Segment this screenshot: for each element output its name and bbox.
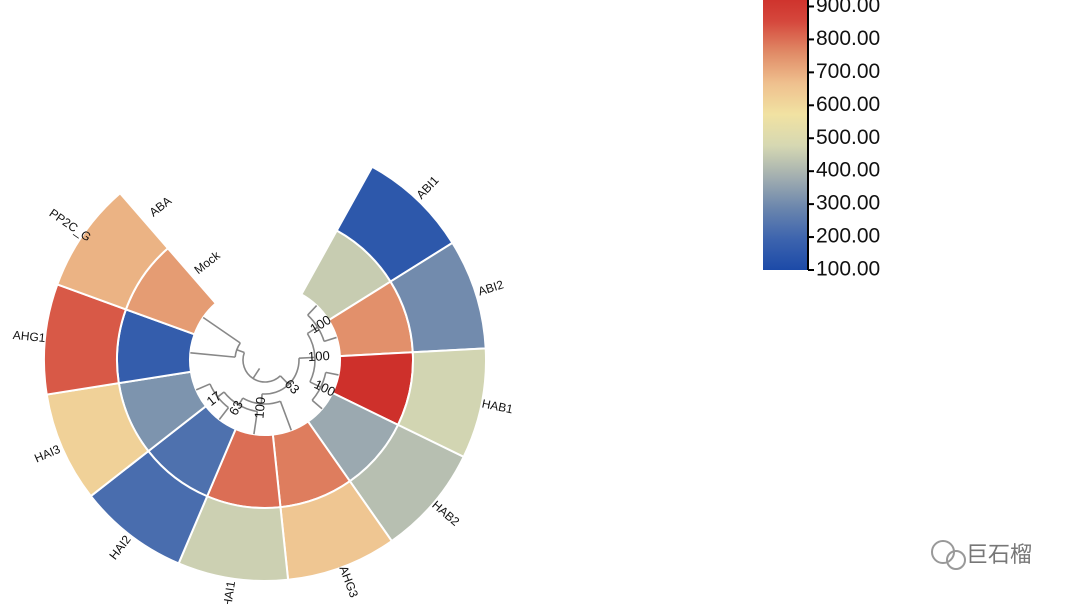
bootstrap-label: 100 [251, 396, 268, 419]
watermark-text: 巨石榴 [966, 542, 1032, 567]
tree-branch [298, 356, 315, 360]
colorbar-tick-label: 500.00 [816, 126, 880, 149]
bootstrap-label: 63 [282, 376, 303, 397]
colorbar-tick-label: 200.00 [816, 225, 880, 248]
colorbar-tick-label: 300.00 [816, 192, 880, 215]
gene-label: HAB2 [429, 498, 462, 529]
watermark: 巨石榴 [931, 540, 1032, 570]
gene-label: HAI3 [32, 442, 62, 466]
ring-label: ABA [147, 194, 175, 220]
tree-branch [279, 400, 293, 431]
tree-branch [218, 407, 230, 420]
watermark-icon [946, 550, 966, 570]
colorbar-tick-label: 400.00 [816, 159, 880, 182]
gene-label: ABI2 [476, 277, 505, 298]
tree-branch [279, 375, 290, 385]
tree-branch [325, 371, 339, 376]
tree-branch [236, 348, 245, 354]
tree-branch [253, 411, 259, 435]
ring-label: Mock [192, 248, 224, 277]
colorbar-tick-label: 800.00 [816, 27, 880, 50]
tree [190, 305, 339, 435]
tree-branch [307, 305, 318, 316]
gene-label: AHG1 [12, 328, 46, 345]
gene-label: PP2C_G [47, 206, 94, 244]
gene-label: HAI2 [106, 532, 134, 562]
tree-branch [309, 381, 322, 388]
colorbar-tick-label: 900.00 [816, 0, 880, 17]
tree-branch [311, 399, 323, 410]
tree-branch [195, 383, 211, 391]
gene-label: HAB1 [481, 396, 515, 416]
gene-label: HAI1 [220, 580, 238, 604]
tree-branch [217, 391, 225, 398]
gene-label: ABI1 [414, 173, 442, 202]
tree-branch [238, 397, 244, 406]
tree-branch [323, 336, 337, 343]
colorbar-tick-label: 600.00 [816, 93, 880, 116]
tree-branch [306, 326, 319, 335]
colorbar-tick-label: 700.00 [816, 60, 880, 83]
gene-label: AHG3 [336, 564, 361, 600]
colorbar-tick-label: 100.00 [816, 258, 880, 281]
colorbar [763, 0, 808, 270]
tree-branch [260, 393, 263, 404]
tree-arc [242, 352, 281, 383]
bootstrap-label: 100 [308, 348, 330, 364]
tree-arc [234, 342, 241, 358]
tree-root [252, 367, 261, 379]
heat-cell [56, 191, 170, 311]
tree-branch [202, 316, 241, 344]
tree-branch [190, 352, 236, 358]
bootstrap-label: 63 [226, 398, 246, 418]
tree-arc [242, 397, 281, 405]
